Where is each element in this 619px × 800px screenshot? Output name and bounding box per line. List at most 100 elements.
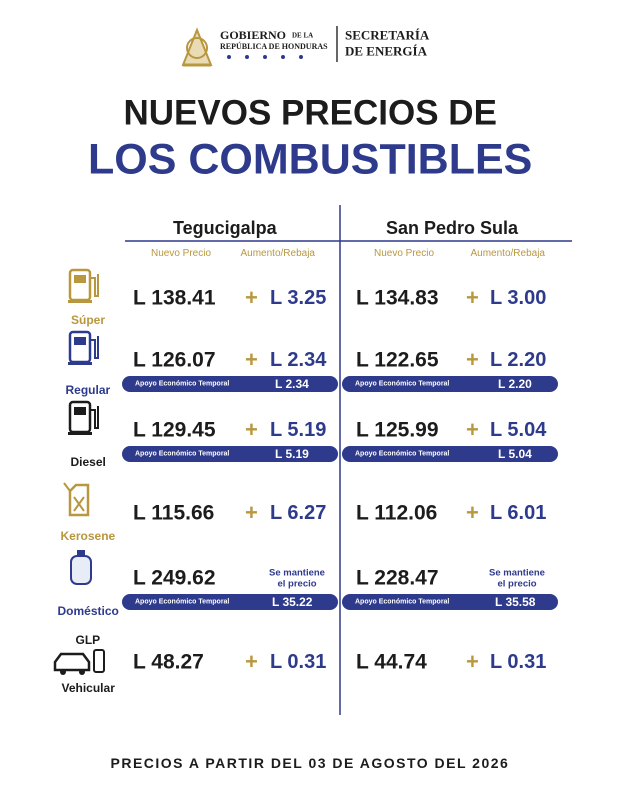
change-note: el precio bbox=[497, 578, 537, 590]
price: L 112.06 bbox=[356, 501, 438, 525]
city-name: San Pedro Sula bbox=[386, 218, 519, 238]
pump-hose bbox=[90, 274, 99, 297]
price: L 122.65 bbox=[356, 348, 439, 372]
car-wheel bbox=[79, 669, 85, 675]
price: L 44.74 bbox=[356, 650, 427, 674]
sign: + bbox=[466, 347, 479, 372]
pump-base bbox=[68, 432, 92, 435]
change: L 0.31 bbox=[490, 651, 547, 673]
support-label: Apoyo Económico Temporal bbox=[135, 450, 230, 458]
change-note: Se mantiene bbox=[489, 567, 545, 579]
price: L 249.62 bbox=[133, 566, 216, 590]
support-bar bbox=[342, 446, 558, 462]
pump-icon bbox=[93, 649, 105, 673]
pump-base bbox=[68, 362, 92, 365]
can-icon bbox=[68, 483, 90, 517]
price: L 134.83 bbox=[356, 286, 439, 310]
change-note: Se mantiene bbox=[269, 567, 325, 579]
fuel-label: GLP bbox=[75, 633, 101, 647]
can-spout bbox=[63, 482, 71, 492]
stars bbox=[227, 55, 303, 59]
fuel-label: Kerosene bbox=[60, 529, 116, 543]
sign: + bbox=[466, 285, 479, 310]
header-de-la: DE LA bbox=[292, 31, 314, 40]
can-cross bbox=[73, 496, 85, 512]
city-name: Tegucigalpa bbox=[173, 218, 277, 238]
column-header: Nuevo Precio bbox=[374, 248, 435, 259]
support-label: Apoyo Económico Temporal bbox=[355, 450, 450, 458]
pump-window bbox=[74, 407, 86, 415]
change: L 5.04 bbox=[490, 419, 547, 441]
support-label: Apoyo Económico Temporal bbox=[135, 598, 230, 606]
sign: + bbox=[245, 417, 258, 442]
price: L 138.41 bbox=[133, 286, 216, 310]
cylinder-valve bbox=[77, 550, 85, 556]
pump-hose bbox=[90, 336, 99, 359]
header-gobierno: GOBIERNO bbox=[220, 28, 287, 42]
sign: + bbox=[245, 285, 258, 310]
header-secretaria: SECRETARÍA bbox=[345, 27, 430, 43]
car-wheel bbox=[60, 669, 66, 675]
price: L 125.99 bbox=[356, 418, 439, 442]
column-header: Aumento/Rebaja bbox=[240, 248, 316, 259]
change: L 2.20 bbox=[490, 349, 547, 371]
pump-icon bbox=[68, 330, 92, 364]
price: L 126.07 bbox=[133, 348, 216, 372]
footer: PRECIOS A PARTIR DEL 03 DE AGOSTO DEL 20… bbox=[110, 755, 510, 771]
pump-icon bbox=[68, 400, 92, 434]
pump-base bbox=[68, 300, 92, 303]
support-bar bbox=[122, 446, 338, 462]
price: L 228.47 bbox=[356, 566, 439, 590]
header-republica: REPÚBLICA DE HONDURAS bbox=[220, 42, 328, 51]
sign: + bbox=[245, 347, 258, 372]
fuel-label: Diesel bbox=[70, 455, 106, 469]
pump-icon bbox=[68, 268, 92, 302]
change: L 6.01 bbox=[490, 502, 547, 524]
pump-window bbox=[74, 337, 86, 345]
sign: + bbox=[466, 649, 479, 674]
fuel-label: Doméstico bbox=[57, 604, 119, 618]
sign: + bbox=[466, 500, 479, 525]
support-amount: L 2.20 bbox=[498, 377, 532, 391]
pump-window bbox=[74, 275, 86, 283]
price: L 48.27 bbox=[133, 650, 204, 674]
support-bar bbox=[342, 376, 558, 392]
column-header: Nuevo Precio bbox=[151, 248, 212, 259]
support-amount: L 5.19 bbox=[275, 447, 309, 461]
support-amount: L 35.58 bbox=[495, 595, 536, 609]
change: L 3.25 bbox=[270, 287, 327, 309]
price: L 115.66 bbox=[133, 501, 215, 525]
support-label: Apoyo Económico Temporal bbox=[355, 598, 450, 606]
change: L 6.27 bbox=[270, 502, 327, 524]
fuel-label: Vehicular bbox=[61, 681, 115, 695]
cylinder-icon bbox=[70, 555, 92, 585]
change: L 3.00 bbox=[490, 287, 547, 309]
support-amount: L 5.04 bbox=[498, 447, 532, 461]
change: L 2.34 bbox=[270, 349, 327, 371]
support-amount: L 2.34 bbox=[275, 377, 309, 391]
support-label: Apoyo Económico Temporal bbox=[135, 380, 230, 388]
emblem bbox=[181, 27, 213, 67]
support-bar bbox=[342, 594, 558, 610]
support-bar bbox=[122, 594, 338, 610]
change: L 5.19 bbox=[270, 419, 327, 441]
pump-hose bbox=[90, 406, 99, 429]
support-bar bbox=[122, 376, 338, 392]
sign: + bbox=[466, 417, 479, 442]
header-secretaria: DE ENERGÍA bbox=[345, 43, 427, 59]
change: L 0.31 bbox=[270, 651, 327, 673]
car-icon bbox=[53, 652, 91, 672]
sign: + bbox=[245, 500, 258, 525]
change-note: el precio bbox=[277, 578, 317, 590]
support-label: Apoyo Económico Temporal bbox=[355, 380, 450, 388]
title-line: LOS COMBUSTIBLES bbox=[88, 135, 533, 184]
support-amount: L 35.22 bbox=[272, 595, 313, 609]
column-header: Aumento/Rebaja bbox=[470, 248, 546, 259]
fuel-label: Regular bbox=[65, 383, 111, 397]
sign: + bbox=[245, 649, 258, 674]
price: L 129.45 bbox=[133, 418, 216, 442]
fuel-label: Súper bbox=[71, 313, 106, 327]
title-line: NUEVOS PRECIOS DE bbox=[123, 93, 497, 133]
